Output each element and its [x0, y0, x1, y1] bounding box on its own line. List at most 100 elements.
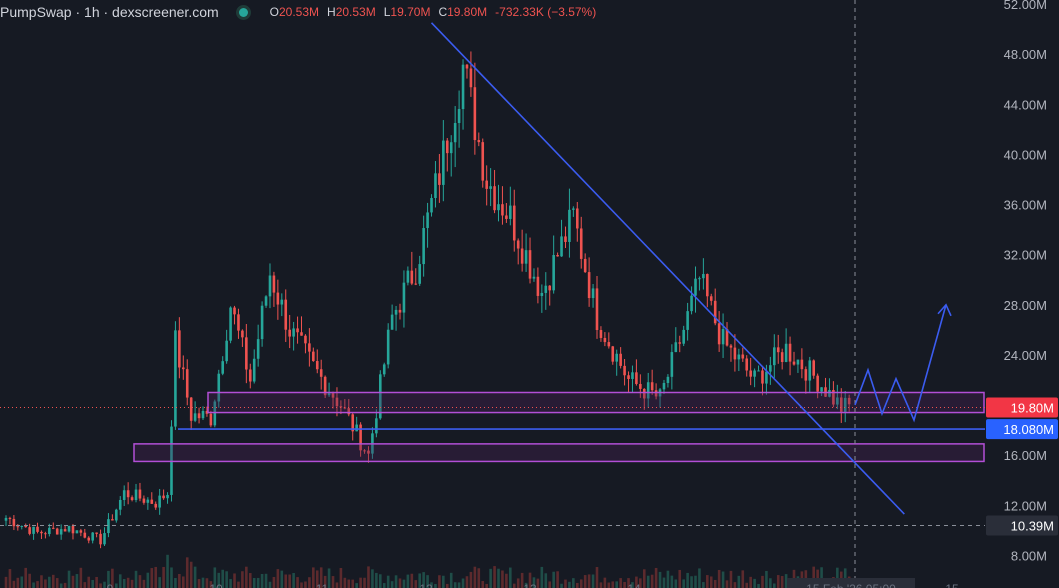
open-value: 20.53M: [279, 5, 320, 19]
volume-bar: [382, 583, 386, 588]
volume-bar: [16, 577, 20, 588]
candle-body: [48, 527, 51, 535]
volume-bar: [111, 568, 114, 588]
candle-body: [292, 328, 295, 337]
candle-body: [422, 228, 425, 265]
candle-body: [509, 205, 512, 219]
candle-body: [741, 354, 745, 359]
candle-body: [631, 372, 634, 379]
volume-bar: [595, 567, 599, 588]
candle-body: [737, 354, 741, 360]
volume-bar: [386, 575, 390, 588]
candle-body: [367, 450, 370, 454]
candle-body: [544, 285, 548, 293]
candle-body: [646, 382, 650, 399]
volume-bar: [713, 579, 717, 588]
volume-bar: [489, 568, 492, 588]
candle-body: [682, 329, 685, 344]
volume-bar: [91, 579, 94, 588]
volume-bar: [24, 567, 27, 588]
volume-bar: [776, 575, 780, 588]
volume-bar: [757, 583, 760, 588]
volume-bar: [749, 576, 752, 588]
volume-bar: [237, 581, 240, 588]
low-value: 19.70M: [390, 5, 431, 19]
candle-body: [182, 367, 185, 370]
volume-bar: [469, 571, 473, 588]
candle-body: [843, 397, 847, 412]
candle-body: [71, 525, 75, 534]
price-tick: 16.00M: [1004, 448, 1047, 463]
candle-body: [252, 358, 256, 382]
projection-arrowhead: [937, 303, 952, 317]
candle-body: [390, 314, 394, 330]
price-tick: 12.00M: [1004, 498, 1047, 513]
volume-bar: [150, 568, 154, 588]
candle-body: [115, 509, 118, 521]
volume-bar: [280, 570, 284, 588]
volume-bar: [576, 582, 579, 588]
volume-bar: [115, 583, 118, 588]
volume-bar: [347, 579, 351, 588]
candle-body: [721, 329, 725, 345]
volume-bar: [477, 568, 481, 588]
volume-bar: [650, 574, 654, 588]
volume-bar: [438, 575, 441, 588]
volume-bar: [481, 580, 485, 588]
time-tick: 15 Feb '26 05:00: [806, 582, 896, 588]
volume-bar: [390, 581, 394, 588]
candle-body: [568, 209, 571, 242]
volume-bar: [79, 567, 83, 588]
candles: [4, 51, 851, 549]
candle-body: [284, 299, 288, 330]
symbol-title[interactable]: PumpSwap · 1h · dexscreener.com: [0, 4, 219, 20]
candle-body: [166, 494, 169, 499]
volume-bar: [773, 583, 776, 588]
candle-body: [138, 489, 142, 499]
volume-bar: [394, 575, 398, 588]
candle-body: [111, 519, 114, 521]
price-tick: 32.00M: [1004, 248, 1047, 263]
volume-bar: [591, 574, 595, 588]
volume-bar: [55, 578, 59, 588]
candle-body: [552, 255, 555, 291]
volume-bar: [229, 579, 232, 588]
candle-body: [63, 529, 67, 532]
volume-bar: [457, 582, 461, 588]
volume-bar: [355, 583, 358, 588]
volume-bar: [587, 574, 591, 588]
volume-bar: [36, 581, 39, 588]
volume-bar: [733, 582, 737, 588]
volume-bar: [363, 577, 366, 588]
candle-body: [28, 527, 31, 534]
candle-body: [174, 330, 177, 427]
candle-body: [83, 532, 87, 538]
volume-bar: [245, 566, 248, 588]
volume-bar: [32, 582, 35, 588]
candle-body: [162, 495, 165, 499]
candle-body: [642, 388, 646, 399]
candle-body: [209, 413, 213, 426]
volume-bar: [449, 572, 453, 588]
candle-body: [126, 490, 130, 498]
candle-body: [591, 288, 595, 299]
candle-body: [256, 339, 260, 359]
volume-bar: [784, 574, 788, 588]
candle-body: [540, 292, 544, 296]
high-value: 20.53M: [335, 5, 376, 19]
candle-body: [55, 528, 59, 535]
candle-body: [394, 309, 398, 315]
volume-bar: [284, 574, 288, 588]
candle-body: [501, 204, 504, 216]
volume-bar: [48, 576, 51, 588]
candle-body: [288, 329, 291, 337]
time-tick: 9: [107, 582, 114, 588]
volume-bar: [126, 577, 130, 588]
candle-body: [694, 278, 697, 296]
candle-body: [820, 387, 823, 392]
candle-body: [749, 370, 752, 377]
volume-bar: [599, 582, 603, 588]
candle-body: [426, 212, 429, 229]
